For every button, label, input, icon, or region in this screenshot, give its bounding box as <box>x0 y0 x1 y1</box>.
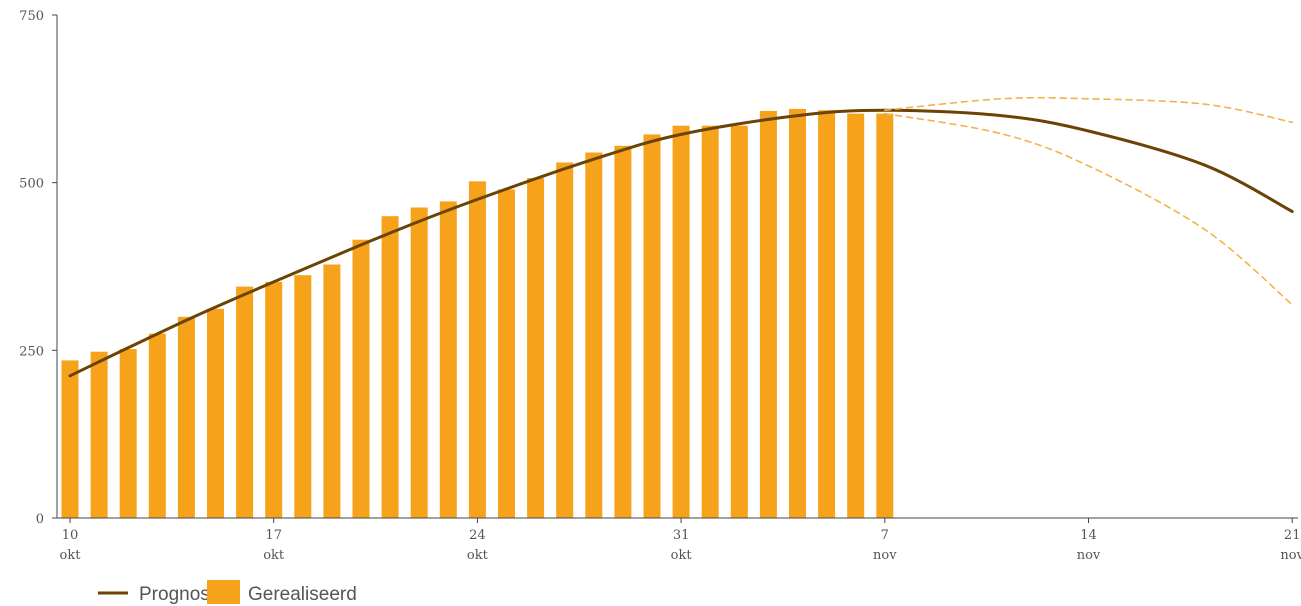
bar-gerealiseerd <box>556 162 574 518</box>
x-tick-label-day: 14 <box>1080 528 1097 543</box>
x-axis-ticks: 10 okt 17 okt 24 okt 31 okt 7 nov 14 nov 21 nov <box>60 518 1301 563</box>
bar-gerealiseerd <box>90 351 108 518</box>
y-tick-label: 0 <box>36 512 44 527</box>
bar-gerealiseerd <box>643 134 661 518</box>
x-tick-label-month: nov <box>1077 548 1101 563</box>
x-tick-label-month: okt <box>60 548 82 563</box>
bar-gerealiseerd <box>818 110 836 518</box>
x-tick-label-day: 17 <box>265 528 282 543</box>
x-tick-label-day: 10 <box>62 528 79 543</box>
bar-gerealiseerd <box>119 349 137 518</box>
bar-gerealiseerd <box>294 275 312 518</box>
bar-gerealiseerd <box>439 201 457 518</box>
bar-gerealiseerd <box>265 281 283 518</box>
x-tick-label-day: 31 <box>673 528 690 543</box>
bar-gerealiseerd <box>527 178 545 518</box>
bar-gerealiseerd <box>381 216 399 518</box>
axes <box>56 15 1298 519</box>
bar-gerealiseerd <box>352 239 370 518</box>
x-tick-label-month: okt <box>263 548 285 563</box>
bar-gerealiseerd <box>876 113 894 518</box>
line-prognose <box>68 108 1294 378</box>
bar-gerealiseerd <box>759 110 777 519</box>
line-prognose-upper-band <box>884 96 1293 124</box>
legend-gerealiseerd-swatch <box>207 580 240 604</box>
bar-gerealiseerd <box>672 125 690 518</box>
line-prognose-lower-band <box>884 112 1293 306</box>
bar-gerealiseerd <box>730 125 748 518</box>
y-tick-label: 250 <box>19 344 44 359</box>
bar-gerealiseerd <box>148 333 166 518</box>
bar-gerealiseerd <box>789 108 806 519</box>
bar-gerealiseerd <box>498 189 515 518</box>
bar-gerealiseerd <box>207 308 224 518</box>
y-tick-label: 500 <box>19 177 44 192</box>
x-tick-label-day: 24 <box>469 528 486 543</box>
x-tick-label-day: 21 <box>1284 528 1301 543</box>
y-axis-ticks: 0 250 500 750 <box>19 9 57 527</box>
bar-gerealiseerd <box>236 286 254 518</box>
y-tick-label: 750 <box>19 9 44 24</box>
legend: Prognose Gerealiseerd <box>98 580 357 605</box>
x-tick-label-month: nov <box>1280 548 1301 563</box>
bar-gerealiseerd <box>468 181 486 519</box>
x-tick-label-month: nov <box>873 548 897 563</box>
line-series <box>68 96 1294 378</box>
bar-gerealiseerd <box>614 145 632 519</box>
bar-series-gerealiseerd <box>61 108 894 519</box>
x-tick-label-month: okt <box>671 548 693 563</box>
bar-gerealiseerd <box>701 125 719 518</box>
bar-gerealiseerd <box>323 264 341 518</box>
bar-gerealiseerd <box>585 152 603 518</box>
bar-gerealiseerd <box>847 113 865 518</box>
bar-gerealiseerd <box>177 316 195 518</box>
bar-gerealiseerd <box>61 360 79 518</box>
x-tick-label-month: okt <box>467 548 489 563</box>
x-tick-label-day: 7 <box>881 528 889 543</box>
legend-gerealiseerd-label: Gerealiseerd <box>248 584 357 605</box>
legend-prognose-label: Prognose <box>139 584 220 605</box>
bar-gerealiseerd <box>410 207 428 518</box>
